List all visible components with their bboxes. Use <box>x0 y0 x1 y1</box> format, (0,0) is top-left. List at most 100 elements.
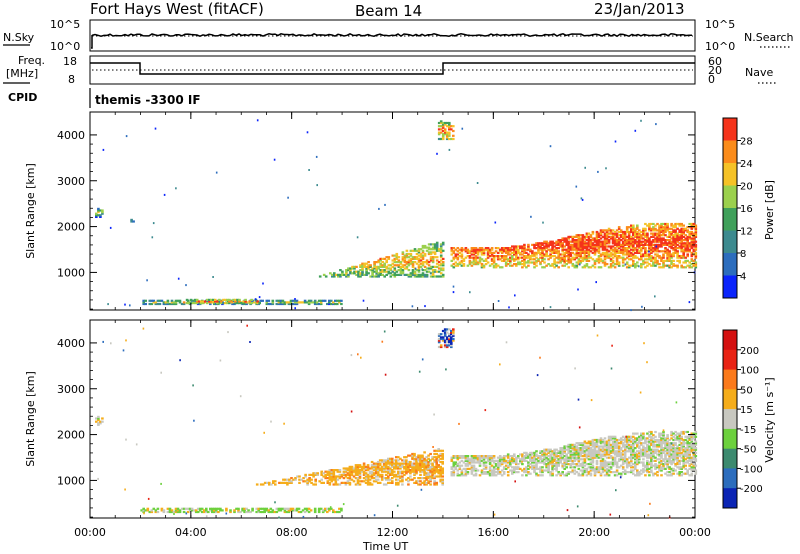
echo-cell <box>638 472 641 475</box>
echo-cell <box>613 453 617 456</box>
echo-cell <box>461 127 464 130</box>
echo-cell <box>330 473 334 476</box>
echo-cell <box>427 243 431 246</box>
echo-cell <box>587 237 591 240</box>
echo-cell <box>332 470 336 473</box>
echo-cell <box>513 250 516 253</box>
echo-cell <box>362 472 366 475</box>
echo-cell <box>601 463 605 466</box>
echo-cell <box>186 510 190 514</box>
echo-cell <box>680 242 683 245</box>
echo-cell <box>470 261 474 264</box>
echo-cell <box>366 477 370 480</box>
echo-cell <box>367 261 370 264</box>
echo-cell <box>615 471 619 474</box>
echo-cell <box>666 251 669 254</box>
echo-cell <box>399 480 402 483</box>
echo-cell <box>615 240 619 243</box>
echo-cell <box>611 447 615 450</box>
echo-cell <box>634 456 637 459</box>
echo-cell <box>439 275 443 278</box>
echo-cell <box>644 451 647 454</box>
echo-cell <box>595 443 599 446</box>
echo-cell <box>666 463 669 466</box>
echo-cell <box>638 240 641 243</box>
echo-cell <box>607 435 611 438</box>
echo-cell <box>609 467 613 470</box>
echo-cell <box>368 472 372 475</box>
echo-cell <box>609 253 613 256</box>
echo-cell <box>690 240 694 243</box>
echo-cell <box>640 243 643 246</box>
echo-cell <box>593 248 597 251</box>
echo-cell <box>486 251 490 254</box>
echo-cell <box>595 471 599 474</box>
echo-cell <box>579 248 583 251</box>
echo-cell <box>443 345 447 349</box>
echo-cell <box>595 239 599 242</box>
echo-cell <box>411 465 414 468</box>
echo-cell <box>330 472 334 475</box>
echo-cell <box>638 235 641 238</box>
echo-cell <box>652 247 655 250</box>
echo-cell <box>433 244 437 248</box>
echo-cell <box>621 438 625 442</box>
echo-cell <box>265 509 269 512</box>
echo-cell <box>609 266 613 269</box>
echo-cell <box>174 509 178 512</box>
echo-cell <box>387 270 391 273</box>
echo-cell <box>301 509 305 512</box>
echo-cell <box>648 434 651 437</box>
echo-cell <box>366 464 370 467</box>
echo-cell <box>660 445 663 448</box>
echo-cell <box>621 243 625 246</box>
echo-cell <box>559 474 562 477</box>
echo-cell <box>638 455 641 458</box>
echo-cell <box>688 234 691 237</box>
echo-cell <box>565 263 568 266</box>
echo-cell <box>611 264 615 267</box>
echo-cell <box>421 470 424 473</box>
echo-cell <box>690 258 694 261</box>
echo-cell <box>411 273 415 276</box>
echo-cell <box>441 329 445 333</box>
echo-cell <box>405 252 409 256</box>
echo-cell <box>648 248 651 251</box>
echo-cell <box>650 432 653 435</box>
echo-cell <box>389 467 392 470</box>
echo-cell <box>609 461 613 464</box>
echo-cell <box>583 440 587 443</box>
echo-cell <box>376 462 380 465</box>
echo-cell <box>378 459 382 462</box>
echo-cell <box>636 232 639 235</box>
echo-cell <box>603 459 607 462</box>
echo-cell <box>585 467 589 470</box>
echo-cell <box>490 259 494 262</box>
echo-cell <box>688 458 691 461</box>
echo-cell <box>478 461 482 464</box>
echo-cell <box>238 300 241 303</box>
echo-cell <box>342 470 346 473</box>
echo-cell <box>656 443 659 446</box>
echo-cell <box>655 123 657 126</box>
echo-cell <box>439 131 443 134</box>
echo-cell <box>417 254 421 257</box>
echo-cell <box>423 483 426 486</box>
echo-cell <box>460 471 464 474</box>
echo-cell <box>632 463 635 466</box>
echo-cell <box>317 507 321 510</box>
echo-cell <box>678 455 681 458</box>
echo-cell <box>445 331 449 334</box>
echo-cell <box>607 456 611 459</box>
echo-cell <box>427 246 431 249</box>
echo-cell <box>567 459 570 462</box>
echo-cell <box>452 251 456 254</box>
echo-cell <box>318 275 322 278</box>
echo-cell <box>668 253 671 256</box>
echo-cell <box>676 253 679 256</box>
echo-cell <box>279 507 283 510</box>
echo-cell <box>519 245 522 248</box>
echo-cell <box>690 230 694 234</box>
echo-cell <box>662 263 665 266</box>
echo-cell <box>504 261 508 264</box>
